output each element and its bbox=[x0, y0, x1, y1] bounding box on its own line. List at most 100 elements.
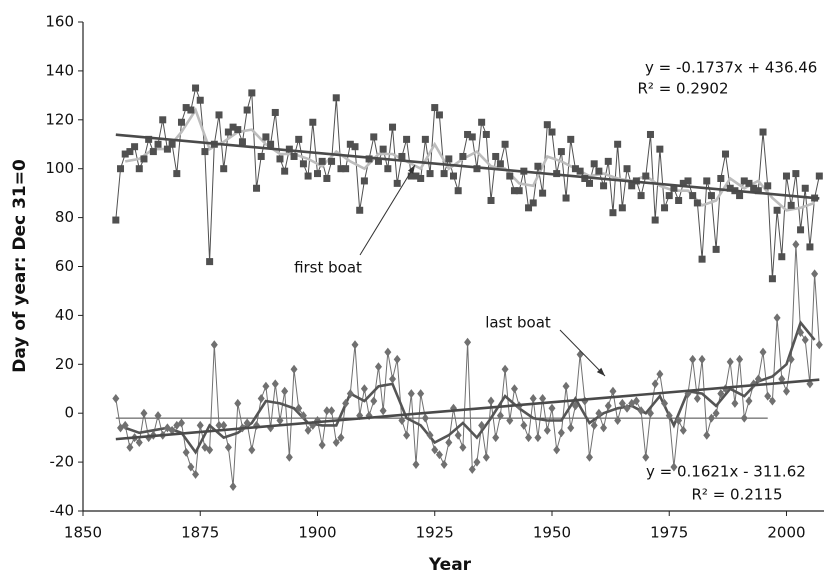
y-tick-label: 40 bbox=[55, 306, 74, 324]
x-tick-label: 1925 bbox=[416, 524, 454, 542]
marker bbox=[740, 413, 748, 423]
marker bbox=[121, 150, 129, 158]
marker bbox=[548, 128, 556, 136]
marker bbox=[501, 364, 509, 374]
marker bbox=[539, 394, 547, 404]
y-tick-label: 120 bbox=[45, 110, 74, 128]
marker bbox=[557, 148, 565, 156]
marker bbox=[759, 347, 767, 357]
y-tick-label: 100 bbox=[45, 159, 74, 177]
marker bbox=[403, 135, 411, 143]
marker bbox=[595, 167, 603, 175]
marker bbox=[393, 354, 401, 364]
marker bbox=[215, 420, 223, 430]
marker bbox=[707, 413, 715, 423]
marker bbox=[435, 450, 443, 460]
marker bbox=[534, 433, 542, 443]
marker bbox=[782, 386, 790, 396]
marker bbox=[435, 111, 443, 119]
marker bbox=[149, 148, 157, 156]
series-label: first boat bbox=[294, 259, 362, 277]
marker bbox=[525, 433, 533, 443]
marker bbox=[196, 420, 204, 430]
marker bbox=[768, 275, 776, 283]
marker bbox=[285, 452, 293, 462]
marker bbox=[248, 445, 256, 455]
marker bbox=[421, 135, 429, 143]
marker bbox=[445, 438, 453, 448]
marker bbox=[703, 430, 711, 440]
marker bbox=[276, 155, 284, 163]
marker bbox=[126, 148, 134, 156]
marker bbox=[604, 401, 612, 411]
marker bbox=[281, 386, 289, 396]
marker bbox=[412, 172, 420, 180]
marker bbox=[651, 216, 659, 224]
marker bbox=[567, 423, 575, 433]
marker bbox=[192, 84, 200, 92]
marker bbox=[192, 469, 200, 479]
marker bbox=[689, 354, 697, 364]
marker bbox=[323, 406, 331, 416]
marker bbox=[117, 165, 125, 173]
marker bbox=[628, 182, 636, 190]
marker bbox=[740, 177, 748, 185]
marker bbox=[778, 374, 786, 384]
marker bbox=[506, 416, 514, 426]
marker bbox=[665, 411, 673, 421]
marker bbox=[736, 192, 744, 200]
marker bbox=[754, 374, 762, 384]
marker bbox=[140, 155, 148, 163]
marker bbox=[745, 396, 753, 406]
marker bbox=[464, 130, 472, 138]
marker bbox=[140, 408, 148, 418]
marker bbox=[290, 152, 298, 160]
marker bbox=[351, 340, 359, 350]
marker bbox=[586, 179, 594, 187]
marker bbox=[459, 442, 467, 452]
marker bbox=[328, 157, 336, 165]
marker bbox=[571, 165, 579, 173]
marker bbox=[778, 253, 786, 261]
marker bbox=[163, 145, 171, 153]
marker bbox=[651, 379, 659, 389]
x-tick-label: 1950 bbox=[533, 524, 571, 542]
marker bbox=[201, 148, 209, 156]
marker bbox=[295, 403, 303, 413]
marker bbox=[210, 340, 218, 350]
marker bbox=[459, 152, 467, 160]
marker bbox=[421, 413, 429, 423]
marker bbox=[271, 108, 279, 116]
marker bbox=[313, 170, 321, 178]
marker bbox=[309, 118, 317, 126]
marker bbox=[510, 187, 518, 195]
marker bbox=[154, 411, 162, 421]
marker bbox=[145, 135, 153, 143]
marker bbox=[506, 172, 514, 180]
marker bbox=[379, 145, 387, 153]
marker bbox=[154, 140, 162, 148]
marker bbox=[454, 430, 462, 440]
marker bbox=[707, 192, 715, 200]
marker bbox=[670, 462, 678, 472]
marker bbox=[492, 152, 500, 160]
marker bbox=[496, 160, 504, 168]
marker bbox=[600, 182, 608, 190]
arrow-line bbox=[559, 329, 606, 377]
arrow-head bbox=[407, 165, 415, 174]
marker bbox=[407, 389, 415, 399]
marker bbox=[318, 157, 326, 165]
marker bbox=[220, 420, 228, 430]
marker bbox=[698, 354, 706, 364]
marker bbox=[501, 140, 509, 148]
marker bbox=[754, 187, 762, 195]
marker bbox=[637, 192, 645, 200]
marker bbox=[487, 196, 495, 204]
marker bbox=[177, 118, 185, 126]
y-tick-label: 20 bbox=[55, 355, 74, 373]
y-axis-label: Day of year: Dec 31=0 bbox=[10, 159, 30, 373]
marker bbox=[342, 165, 350, 173]
marker bbox=[328, 406, 336, 416]
marker bbox=[187, 462, 195, 472]
marker bbox=[731, 398, 739, 408]
